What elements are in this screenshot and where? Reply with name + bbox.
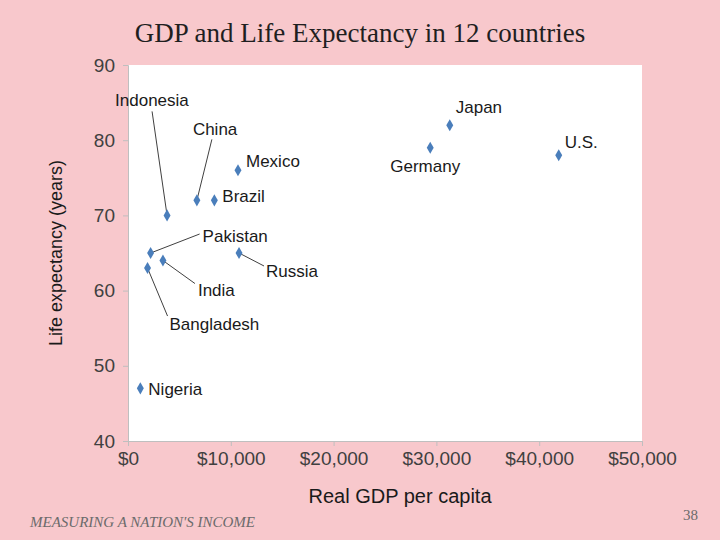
y-axis-line [123, 66, 129, 442]
x-tick: $0 [118, 441, 139, 469]
y-tick-label: 60 [94, 280, 115, 301]
x-axis: $0 $10,000 $20,000 $30,000 $40,000 $50,000 [118, 441, 677, 469]
y-tick-mark [123, 291, 128, 292]
point-label: Pakistan [203, 227, 268, 246]
x-axis-line [129, 442, 643, 447]
chart: $0 $10,000 $20,000 $30,000 $40,000 $50,000 40 5… [0, 0, 720, 540]
point-label: Japan [456, 98, 502, 117]
point [159, 254, 166, 266]
point-labels: Japan Germany U.S. Mexico China Brazil Indones… [115, 91, 598, 399]
point-label: Brazil [222, 187, 265, 206]
point [147, 247, 154, 259]
x-tick: $50,000 [608, 441, 677, 469]
y-tick: 40 [94, 431, 128, 452]
y-tick-label: 70 [94, 205, 115, 226]
point-label: Bangladesh [170, 315, 260, 334]
x-axis-title: Real GDP per capita [308, 485, 492, 507]
footer: MEASURING A NATION'S INCOME [29, 514, 255, 530]
y-axis: 40 50 60 70 80 90 [94, 55, 129, 452]
x-tick-label: $30,000 [403, 448, 472, 469]
y-tick: 70 [94, 205, 128, 226]
y-tick: 90 [94, 55, 128, 76]
leader-line [239, 253, 264, 266]
point-label: Germany [390, 157, 460, 176]
y-tick-mark [123, 366, 128, 367]
y-tick: 50 [94, 355, 128, 376]
title: GDP and Life Expectancy in 12 countries [135, 18, 585, 48]
point [555, 149, 562, 161]
x-tick-mark [231, 441, 232, 446]
leader-line [163, 261, 195, 284]
point [235, 164, 242, 176]
x-tick: $20,000 [300, 441, 369, 469]
background [0, 0, 720, 540]
point [446, 119, 453, 131]
x-tick: $30,000 [403, 441, 472, 469]
y-tick-label: 50 [94, 355, 115, 376]
x-tick-mark [334, 441, 335, 446]
x-tick-label: $40,000 [505, 448, 574, 469]
x-tick-mark [642, 441, 643, 446]
x-tick-mark [539, 441, 540, 446]
x-tick-mark [436, 441, 437, 446]
y-tick-mark [123, 441, 128, 442]
x-tick-label: $0 [118, 448, 139, 469]
y-tick-label: 40 [94, 431, 115, 452]
point-label: Nigeria [148, 380, 202, 399]
y-tick: 60 [94, 280, 128, 301]
y-tick-label: 80 [94, 130, 115, 151]
x-tick-label: $10,000 [197, 448, 266, 469]
point-label: Mexico [246, 152, 300, 171]
y-tick: 80 [94, 130, 128, 151]
y-tick-mark [123, 65, 128, 66]
point [236, 247, 243, 259]
leader-line [197, 139, 212, 200]
y-tick-label: 90 [94, 55, 115, 76]
x-tick: $10,000 [197, 441, 266, 469]
point [193, 194, 200, 206]
point-label: U.S. [565, 133, 598, 152]
x-tick-label: $50,000 [608, 448, 677, 469]
plot-area [128, 65, 642, 441]
leader-line [152, 111, 167, 215]
x-tick: $40,000 [505, 441, 574, 469]
y-axis-title: Life expectancy (years) [46, 160, 66, 346]
point [137, 382, 144, 394]
leader-line [151, 234, 200, 253]
point [211, 194, 218, 206]
leader-line [148, 268, 168, 316]
y-tick-mark [123, 140, 128, 141]
point [144, 262, 151, 274]
point-label: Indonesia [115, 91, 189, 110]
x-tick-label: $20,000 [300, 448, 369, 469]
points [137, 119, 562, 394]
point-label: Russia [266, 262, 319, 281]
page-number: 38 [683, 507, 698, 523]
point-label: China [193, 120, 238, 139]
point [427, 142, 434, 154]
y-tick-mark [123, 215, 128, 216]
point [164, 209, 171, 221]
point-label: India [198, 281, 235, 300]
